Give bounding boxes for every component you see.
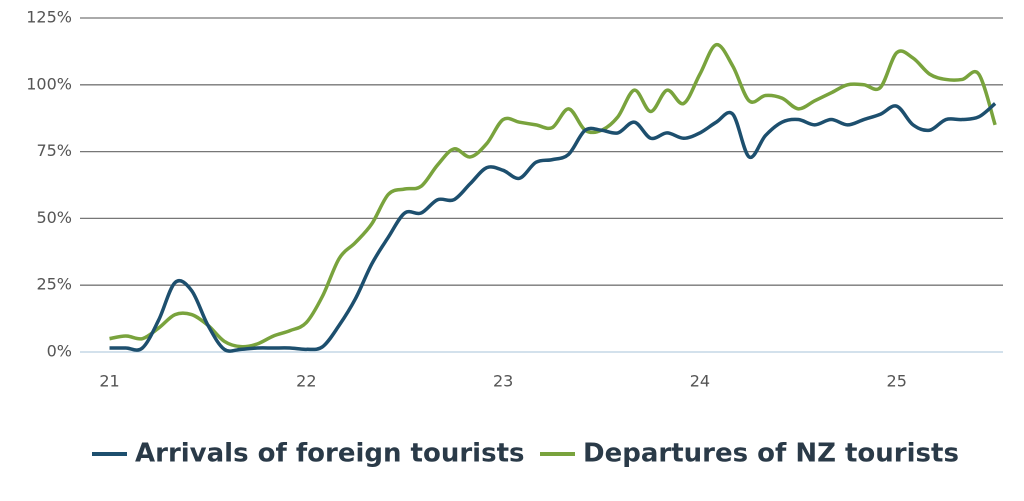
x-tick-label: 23 <box>493 372 513 391</box>
series-line <box>109 42 997 349</box>
legend-label: Departures of NZ tourists <box>583 439 959 469</box>
y-tick-label: 125% <box>26 8 72 27</box>
y-tick-label: 50% <box>36 208 72 227</box>
x-tick-label: 25 <box>887 372 907 391</box>
x-tick-label: 21 <box>99 372 119 391</box>
legend-label: Arrivals of foreign tourists <box>135 439 524 469</box>
series-line <box>109 102 997 353</box>
y-tick-label: 100% <box>26 74 72 93</box>
x-tick-label: 24 <box>690 372 710 391</box>
x-tick-label: 22 <box>296 372 316 391</box>
y-tick-label: 25% <box>36 275 72 294</box>
y-tick-label: 0% <box>47 342 72 361</box>
y-tick-label: 75% <box>36 141 72 160</box>
